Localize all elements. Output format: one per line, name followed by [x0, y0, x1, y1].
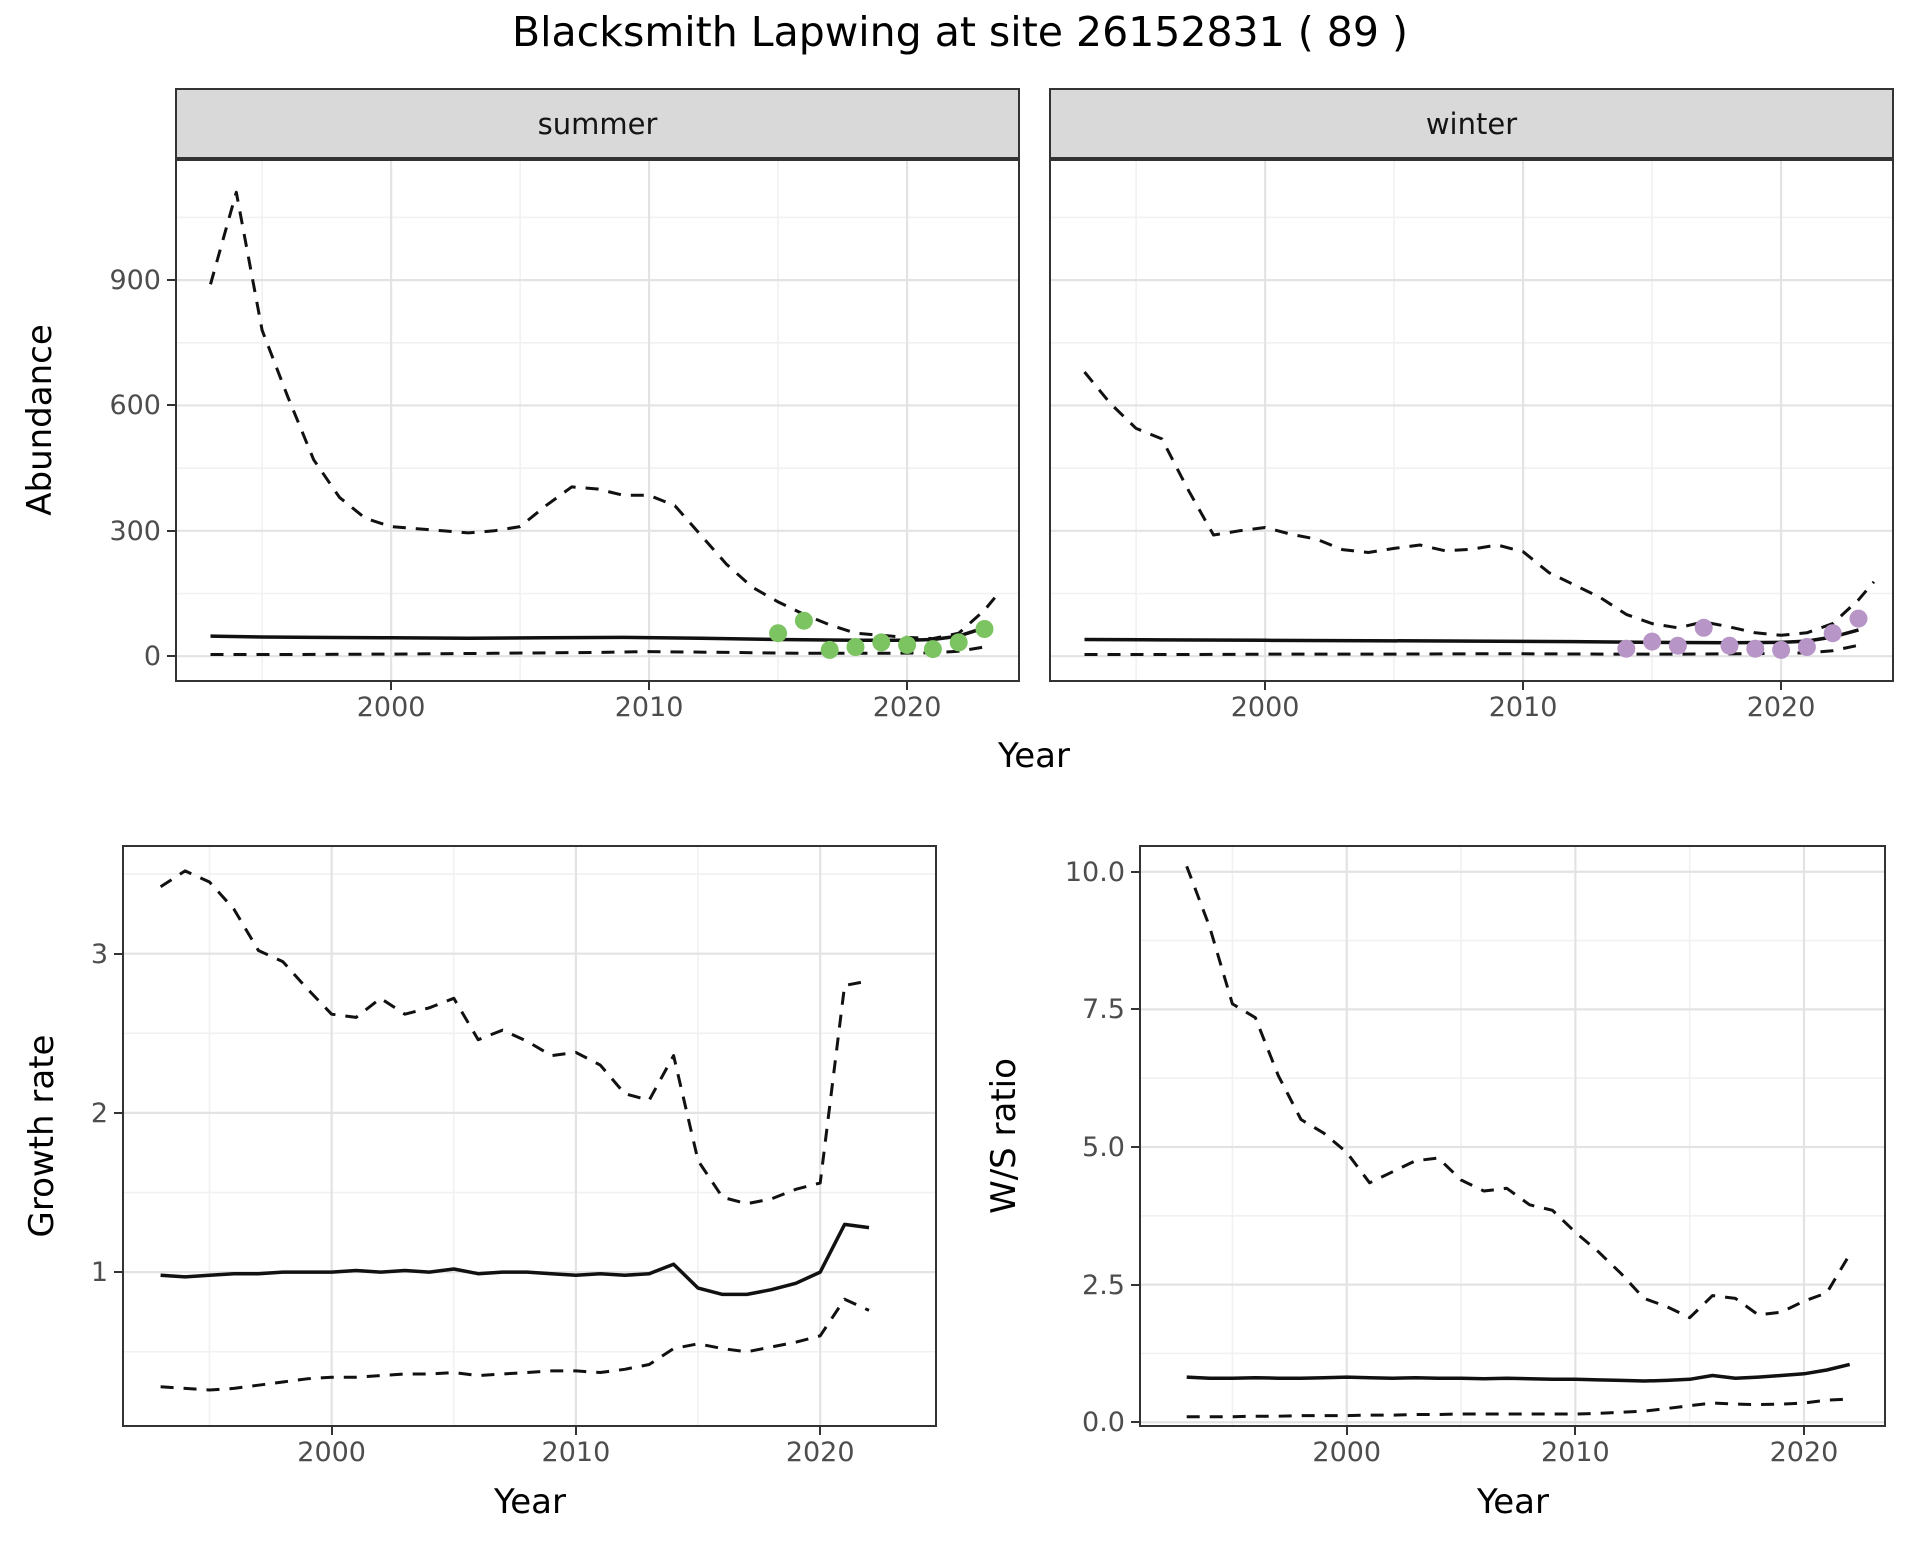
x-tick-label: 2010 [1541, 1437, 1610, 1468]
lower-credible-line [160, 1297, 870, 1392]
y-tick-label: 1 [90, 1257, 108, 1289]
y-tick-mark [1131, 870, 1139, 873]
ws-ratio-x-axis-title: Year [1477, 1482, 1549, 1522]
y-tick-mark [1131, 1146, 1139, 1148]
x-tick-mark [1522, 682, 1525, 690]
x-tick-mark [1802, 1427, 1805, 1435]
summer-observed-point [872, 633, 891, 652]
winter-observed-point [1823, 624, 1842, 643]
x-tick-label: 2000 [1230, 692, 1300, 723]
x-tick-mark [906, 682, 909, 690]
winter-observed-point [1772, 640, 1791, 659]
winter_summer_ratio-plot-area [1141, 847, 1884, 1425]
ws-ratio-panel [1139, 845, 1886, 1427]
y-tick-mark [114, 1111, 122, 1114]
x-tick-mark [330, 1427, 333, 1435]
median-line [1084, 628, 1859, 645]
winter-observed-point [1668, 636, 1687, 655]
y-tick-label: 900 [109, 265, 161, 297]
y-tick-label: 0 [143, 641, 161, 673]
facet-strip-winter: winter [1049, 88, 1894, 159]
growth_rate-plot-area [124, 847, 935, 1425]
y-tick-label: 2.5 [1082, 1269, 1125, 1301]
upper-credible-line [159, 869, 870, 1206]
summer-observed-point [820, 640, 839, 659]
upper-credible-line [1185, 865, 1851, 1320]
y-tick-mark [114, 952, 122, 955]
x-tick-label: 2010 [614, 692, 684, 723]
winter-observed-point [1617, 639, 1636, 658]
x-tick-label: 2000 [297, 1437, 366, 1468]
y-tick-label: 3 [90, 938, 108, 970]
winter-observed-point [1720, 636, 1739, 655]
y-tick-mark [1131, 1283, 1139, 1286]
x-tick-mark [819, 1427, 822, 1435]
abundance-y-axis-title: Abundance [20, 324, 60, 516]
growth-rate-panel [122, 845, 937, 1427]
ws-ratio-y-axis-title: W/S ratio [984, 1058, 1024, 1214]
lower-credible-line [210, 645, 985, 656]
summer-observed-point [769, 624, 788, 643]
y-tick-label: 10.0 [1064, 856, 1125, 888]
x-tick-label: 2010 [541, 1437, 611, 1468]
y-tick-label: 300 [109, 515, 161, 547]
summer-abundance-panel [175, 159, 1020, 682]
median-line [160, 1222, 870, 1297]
x-tick-mark [648, 682, 651, 690]
winter-observed-point [1797, 638, 1816, 656]
x-tick-mark [1345, 1427, 1348, 1435]
x-tick-label: 2010 [1488, 692, 1558, 723]
x-tick-label: 2020 [785, 1437, 855, 1468]
abundance-x-axis-title: Year [998, 736, 1070, 776]
abundance_by_season-plot-area [177, 161, 1018, 680]
summer-observed-point [923, 640, 942, 659]
figure-title: Blacksmith Lapwing at site 26152831 ( 89… [512, 8, 1408, 56]
x-tick-mark [1264, 682, 1267, 690]
lower-credible-line [1084, 643, 1859, 656]
median-line [210, 626, 986, 643]
growth-rate-x-axis-title: Year [494, 1482, 566, 1522]
x-tick-mark [1780, 682, 1783, 690]
x-tick-label: 2020 [1769, 1437, 1839, 1468]
y-tick-mark [167, 529, 175, 532]
upper-credible-line [209, 190, 996, 641]
facet-strip-summer-label: summer [537, 106, 658, 141]
y-tick-label: 0.0 [1082, 1407, 1125, 1439]
lower-credible-line [1186, 1397, 1850, 1419]
x-tick-mark [1574, 1427, 1577, 1435]
winter-observed-point [1746, 639, 1765, 658]
y-tick-mark [167, 404, 175, 407]
y-tick-mark [1131, 1008, 1139, 1011]
x-tick-label: 2020 [1746, 692, 1816, 723]
y-tick-mark [167, 655, 175, 658]
abundance_by_season-plot-area [1051, 161, 1892, 680]
upper-credible-line [1083, 371, 1876, 637]
facet-strip-winter-label: winter [1425, 106, 1518, 141]
summer-observed-point [794, 611, 813, 630]
winter-observed-point [1643, 632, 1662, 651]
winter-observed-point [1849, 609, 1868, 628]
x-tick-label: 2020 [872, 692, 942, 723]
winter-abundance-panel [1049, 159, 1894, 682]
x-tick-label: 2000 [356, 692, 426, 723]
summer-observed-point [898, 635, 917, 654]
x-tick-mark [574, 1427, 577, 1435]
y-tick-mark [1131, 1421, 1139, 1424]
x-tick-label: 2000 [1312, 1437, 1382, 1468]
summer-observed-point [846, 638, 865, 656]
facet-strip-summer: summer [175, 88, 1020, 159]
winter-observed-point [1694, 618, 1713, 637]
growth-rate-y-axis-title: Growth rate [22, 1034, 62, 1238]
summer-observed-point [949, 633, 968, 652]
median-line [1186, 1362, 1851, 1383]
x-tick-mark [390, 682, 393, 690]
y-tick-mark [114, 1271, 122, 1274]
y-tick-mark [167, 279, 175, 282]
y-tick-label: 7.5 [1082, 994, 1125, 1026]
summer-observed-point [975, 620, 994, 638]
